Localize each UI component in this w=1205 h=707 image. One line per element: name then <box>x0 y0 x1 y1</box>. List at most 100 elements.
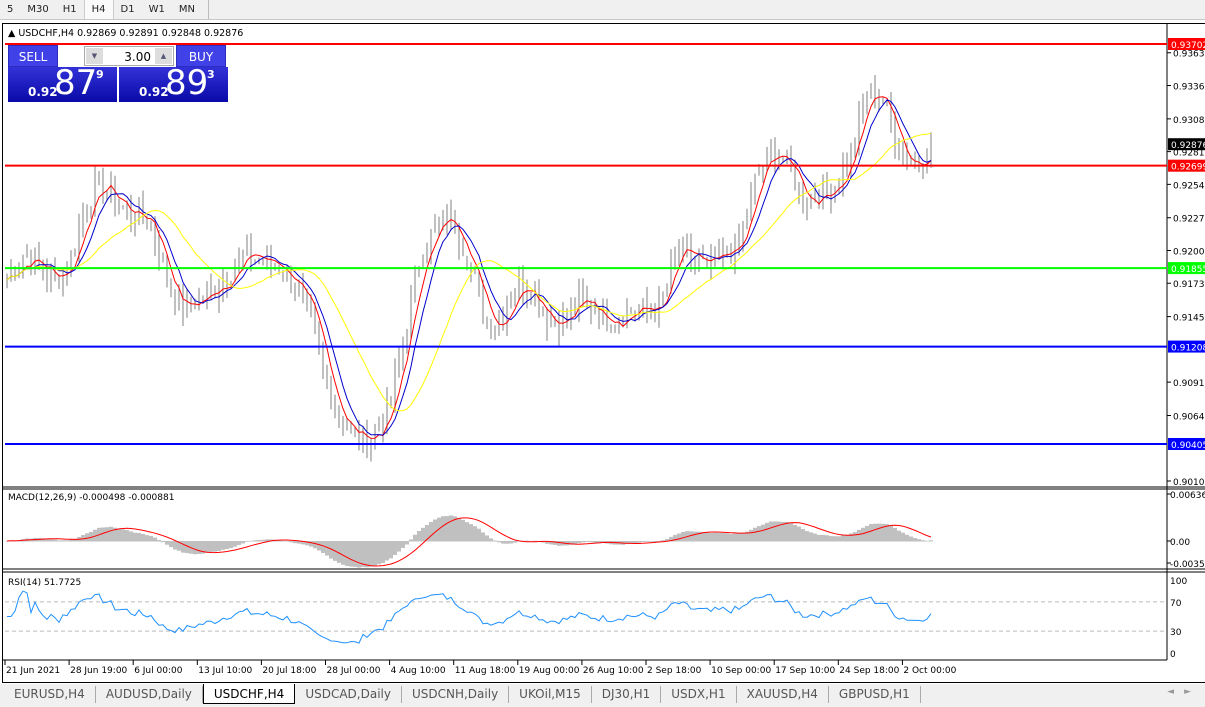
macd-histogram-bar <box>709 532 713 542</box>
macd-histogram-bar <box>769 521 773 542</box>
macd-histogram-bar <box>305 541 309 546</box>
macd-histogram-bar <box>373 541 377 566</box>
macd-histogram-bar <box>393 541 397 555</box>
macd-histogram-bar <box>153 537 157 542</box>
macd-histogram-bar <box>657 540 661 542</box>
lot-decrease-button[interactable]: ▼ <box>86 48 103 64</box>
sell-price[interactable]: 0.92 87 9 <box>8 63 117 103</box>
level-price-label: 0.91208 <box>1171 344 1205 354</box>
macd-histogram-bar <box>301 541 305 545</box>
macd-histogram-bar <box>481 532 485 542</box>
macd-histogram-bar <box>93 529 97 542</box>
timeframe-d1[interactable]: D1 <box>120 4 135 15</box>
chart-tab[interactable]: USDCHF,H4 <box>202 684 296 704</box>
macd-histogram-bar <box>57 540 61 542</box>
timeframe-h1[interactable]: H1 <box>62 4 77 15</box>
level-price-tag <box>1168 38 1205 50</box>
macd-histogram-bar <box>653 541 657 543</box>
chart-tab[interactable]: UKOil,M15 <box>509 686 592 703</box>
timeframe-mn[interactable]: MN <box>178 4 195 15</box>
macd-histogram-bar <box>405 541 409 545</box>
macd-histogram-bar <box>869 524 873 542</box>
macd-histogram-bar <box>641 541 645 542</box>
lot-value[interactable]: 3.00 <box>124 50 151 64</box>
macd-histogram-bar <box>401 541 405 548</box>
macd-histogram-bar <box>713 532 717 542</box>
macd-histogram-bar <box>877 523 881 542</box>
macd-histogram-bar <box>125 530 129 542</box>
macd-histogram-bar <box>525 540 529 542</box>
price-tick-label: 0.92815 <box>1173 149 1205 159</box>
macd-histogram-bar <box>357 541 361 568</box>
macd-histogram-bar <box>549 541 553 545</box>
timeframe-m30[interactable]: M30 <box>27 4 49 15</box>
macd-histogram-bar <box>569 541 573 545</box>
macd-histogram-bar <box>733 533 737 542</box>
macd-histogram-bar <box>677 533 681 542</box>
time-tick-label: 4 Aug 10:00 <box>391 666 446 676</box>
macd-histogram-bar <box>681 532 685 542</box>
macd-histogram-bar <box>385 541 389 561</box>
lot-size-input[interactable]: ▼ 3.00 ▲ <box>84 46 174 66</box>
macd-histogram-bar <box>109 526 113 542</box>
chart-tab[interactable]: EURUSD,H4 <box>4 686 96 703</box>
macd-histogram-bar <box>705 532 709 542</box>
macd-histogram-bar <box>101 527 105 542</box>
chart-tab[interactable]: GBPUSD,H1 <box>829 686 921 703</box>
macd-histogram-bar <box>345 541 349 567</box>
macd-histogram-bar <box>277 540 281 542</box>
symbol-quote: USDCHF,H4 0.92869 0.92891 0.92848 0.9287… <box>18 28 244 39</box>
macd-histogram-bar <box>349 541 353 567</box>
lot-increase-button[interactable]: ▲ <box>155 48 172 64</box>
macd-histogram-bar <box>785 521 789 542</box>
time-tick-label: 11 Aug 18:00 <box>455 666 516 676</box>
rsi-tick-label: 100 <box>1170 577 1187 587</box>
macd-histogram-bar <box>257 539 261 542</box>
sell-button[interactable]: SELL <box>8 45 58 67</box>
buy-button[interactable]: BUY <box>176 45 226 67</box>
macd-histogram-bar <box>201 541 205 554</box>
toolbar-separator <box>207 0 209 19</box>
macd-histogram-bar <box>797 526 801 542</box>
chart-tab[interactable]: AUDUSD,Daily <box>96 686 203 703</box>
timeframe-h4[interactable]: H4 <box>83 0 114 19</box>
macd-histogram-bar <box>577 541 581 544</box>
chart-tab[interactable]: XAUUSD,H4 <box>737 686 829 703</box>
rsi-line <box>7 590 932 644</box>
macd-histogram-bar <box>917 539 921 542</box>
macd-histogram-bar <box>381 541 385 564</box>
ma-fast-line <box>6 96 932 439</box>
timeframe-5[interactable]: 5 <box>7 4 14 15</box>
macd-histogram-bar <box>461 519 465 542</box>
macd-histogram-bar <box>217 541 221 551</box>
macd-histogram-bar <box>729 533 733 542</box>
tab-scroll-arrows-icon[interactable]: ◄► <box>1167 687 1201 697</box>
chart-tab[interactable]: USDCAD,Daily <box>295 686 402 703</box>
macd-histogram-bar <box>225 541 229 550</box>
buy-price[interactable]: 0.92 89 3 <box>119 63 228 103</box>
macd-histogram-bar <box>701 531 705 542</box>
macd-histogram-bar <box>253 540 257 542</box>
chart-tab[interactable]: DJ30,H1 <box>592 686 662 703</box>
macd-histogram-bar <box>157 539 161 542</box>
time-tick-label: 10 Sep 00:00 <box>711 666 771 676</box>
macd-histogram-bar <box>457 517 461 542</box>
time-tick-label: 17 Sep 10:00 <box>775 666 835 676</box>
timeframe-w1[interactable]: W1 <box>148 4 165 15</box>
macd-histogram-bar <box>805 531 809 542</box>
macd-histogram-bar <box>5 541 9 542</box>
level-price-label: 0.93702 <box>1171 41 1205 51</box>
sell-price-prefix: 0.92 <box>28 85 58 99</box>
macd-histogram-bar <box>637 541 641 543</box>
macd-histogram-bar <box>117 528 121 542</box>
macd-histogram-bar <box>601 541 605 543</box>
time-tick-label: 21 Jun 2021 <box>6 666 60 676</box>
macd-histogram-bar <box>453 516 457 542</box>
chart-tab[interactable]: USDX,H1 <box>661 686 737 703</box>
macd-histogram-bar <box>309 541 313 547</box>
chart-tab[interactable]: USDCNH,Daily <box>402 686 510 703</box>
macd-histogram-bar <box>229 541 233 549</box>
